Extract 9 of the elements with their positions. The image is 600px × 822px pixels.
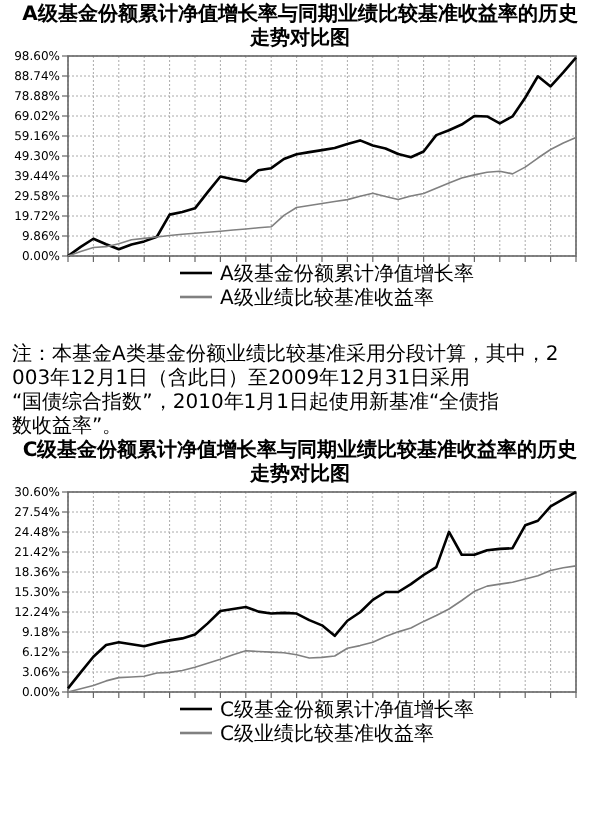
- line-series: [66, 56, 578, 258]
- legend-label: C级业绩比较基准收益率: [220, 722, 434, 746]
- chart-title: C级基金份额累计净值增长率与同期业绩比较基准收益率的历史走势对比图: [22, 438, 578, 486]
- legend-label: C级基金份额累计净值增长率: [220, 698, 474, 722]
- line-series: [66, 490, 578, 690]
- chart-title: A级基金份额累计净值增长率与同期业绩比较基准收益率的历史走势对比图: [22, 2, 578, 50]
- text: 注：本基金A类基金份额业绩比较基准采用分段计算，其中，2003年12月1日（含此日）至2009年12月31日采用“国债综合指数”，2010年1月1日起使用新基准“全债指数收益率”。: [12, 342, 559, 438]
- legend-label: A级基金份额累计净值增长率: [220, 262, 474, 286]
- legend-label: A级业绩比较基准收益率: [220, 286, 434, 310]
